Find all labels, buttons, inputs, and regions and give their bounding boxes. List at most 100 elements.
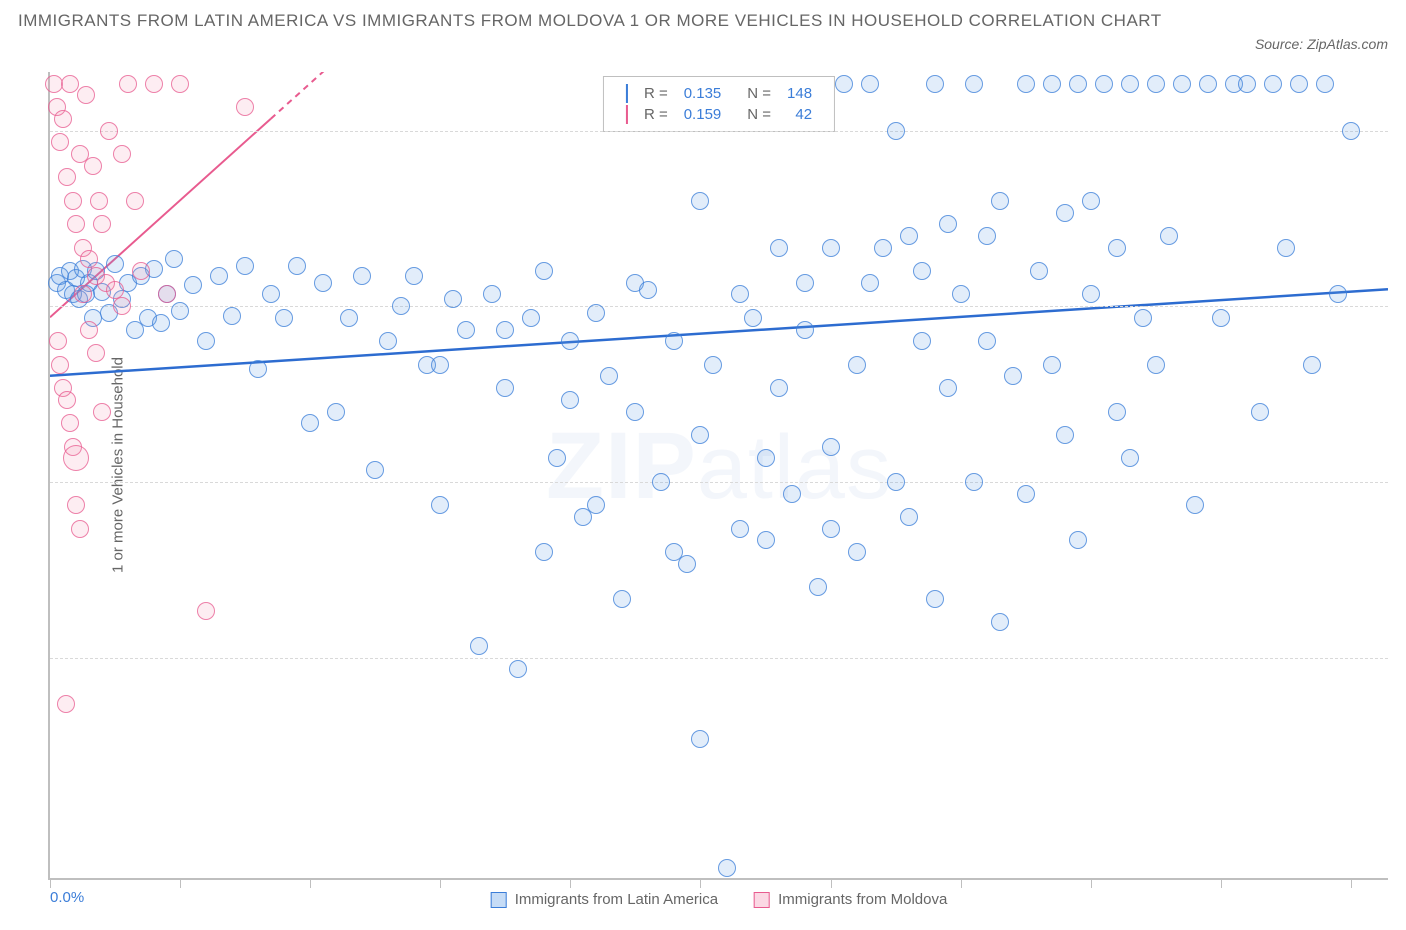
scatter-point [900, 227, 918, 245]
scatter-point [1043, 75, 1061, 93]
scatter-point [587, 496, 605, 514]
scatter-point [861, 75, 879, 93]
scatter-point [67, 215, 85, 233]
scatter-point [80, 321, 98, 339]
scatter-point [783, 485, 801, 503]
scatter-point [171, 75, 189, 93]
trend-lines [50, 72, 1388, 878]
scatter-point [1238, 75, 1256, 93]
swatch-blue-icon [491, 892, 507, 908]
scatter-point [600, 367, 618, 385]
scatter-point [874, 239, 892, 257]
scatter-point [939, 379, 957, 397]
scatter-point [587, 304, 605, 322]
scatter-point [887, 473, 905, 491]
scatter-point [90, 192, 108, 210]
x-tick [180, 878, 181, 888]
scatter-point [1342, 122, 1360, 140]
scatter-point [1121, 75, 1139, 93]
scatter-point [49, 332, 67, 350]
scatter-point [1056, 426, 1074, 444]
swatch-blue-icon [626, 84, 628, 103]
scatter-point [77, 86, 95, 104]
scatter-point [757, 531, 775, 549]
scatter-point [835, 75, 853, 93]
scatter-point [1082, 192, 1100, 210]
scatter-point [770, 239, 788, 257]
scatter-point [965, 473, 983, 491]
scatter-point [796, 321, 814, 339]
scatter-point [1108, 239, 1126, 257]
scatter-point [165, 250, 183, 268]
scatter-point [197, 332, 215, 350]
scatter-point [210, 267, 228, 285]
legend-label: Immigrants from Latin America [515, 891, 718, 908]
legend-label: Immigrants from Moldova [778, 891, 947, 908]
scatter-point [626, 403, 644, 421]
scatter-point [1147, 356, 1165, 374]
scatter-point [51, 356, 69, 374]
scatter-point [1082, 285, 1100, 303]
stat-r-value: 0.159 [676, 104, 730, 125]
scatter-point [106, 281, 124, 299]
stat-n-label: N = [729, 104, 779, 125]
scatter-point [1173, 75, 1191, 93]
scatter-point [71, 520, 89, 538]
stat-r-label: R = [636, 83, 676, 104]
scatter-point [1134, 309, 1152, 327]
stat-n-value: 148 [779, 83, 820, 104]
scatter-point [509, 660, 527, 678]
scatter-point [1030, 262, 1048, 280]
legend: Immigrants from Latin America Immigrants… [491, 891, 948, 908]
scatter-point [1004, 367, 1022, 385]
scatter-point [457, 321, 475, 339]
scatter-point [64, 192, 82, 210]
scatter-point [431, 356, 449, 374]
scatter-point [718, 859, 736, 877]
scatter-point [61, 414, 79, 432]
scatter-point [379, 332, 397, 350]
scatter-point [548, 449, 566, 467]
scatter-point [731, 520, 749, 538]
source-label: Source: ZipAtlas.com [1255, 36, 1388, 52]
scatter-point [704, 356, 722, 374]
scatter-point [340, 309, 358, 327]
scatter-point [1017, 485, 1035, 503]
scatter-point [861, 274, 879, 292]
swatch-pink-icon [626, 105, 628, 124]
swatch-pink-icon [754, 892, 770, 908]
scatter-point [67, 496, 85, 514]
scatter-point [991, 613, 1009, 631]
scatter-point [731, 285, 749, 303]
scatter-point [691, 730, 709, 748]
scatter-point [106, 255, 124, 273]
chart-title: IMMIGRANTS FROM LATIN AMERICA VS IMMIGRA… [18, 8, 1206, 34]
x-tick [961, 878, 962, 888]
scatter-point [926, 590, 944, 608]
x-tick [570, 878, 571, 888]
scatter-point [74, 285, 92, 303]
scatter-point [80, 250, 98, 268]
scatter-point [470, 637, 488, 655]
x-tick [1221, 878, 1222, 888]
scatter-point [58, 168, 76, 186]
gridline [50, 131, 1388, 132]
scatter-point [496, 379, 514, 397]
scatter-point [887, 122, 905, 140]
scatter-point [822, 438, 840, 456]
scatter-point [822, 239, 840, 257]
scatter-point [665, 332, 683, 350]
stat-row-pink: R = 0.159 N = 42 [618, 104, 820, 125]
scatter-point [353, 267, 371, 285]
scatter-point [665, 543, 683, 561]
scatter-point [405, 267, 423, 285]
watermark-suffix: atlas [697, 418, 892, 518]
scatter-point [1264, 75, 1282, 93]
scatter-point [1095, 75, 1113, 93]
scatter-point [848, 356, 866, 374]
scatter-point [483, 285, 501, 303]
scatter-point [113, 297, 131, 315]
stat-r-value: 0.135 [676, 83, 730, 104]
scatter-point [54, 110, 72, 128]
scatter-point [87, 344, 105, 362]
